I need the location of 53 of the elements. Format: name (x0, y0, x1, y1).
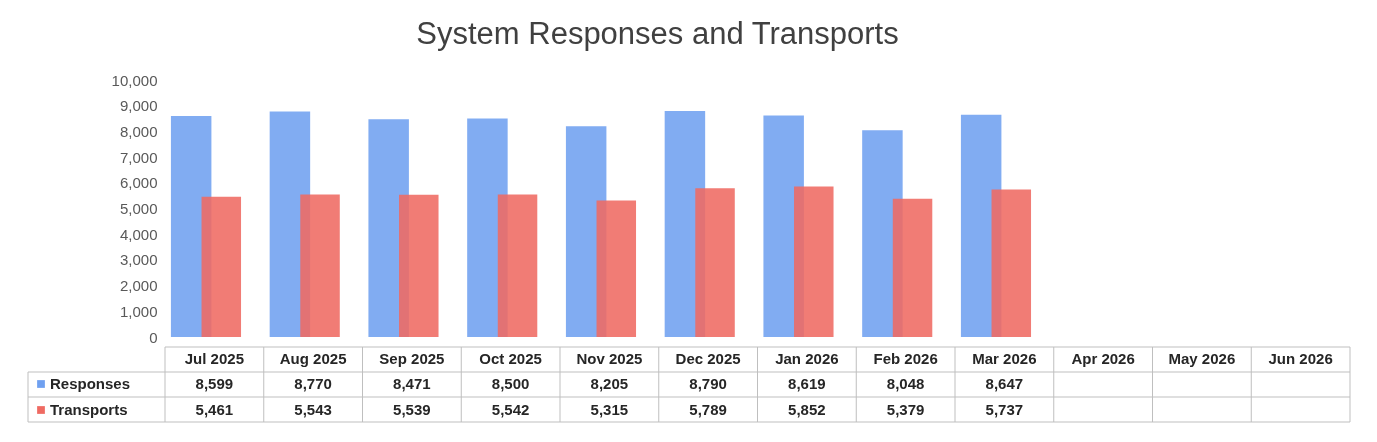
legend-label: Responses (50, 375, 131, 392)
bar (794, 186, 834, 337)
data-label: 8,790 (689, 375, 727, 392)
x-tick-label: Jan 2026 (775, 350, 839, 367)
data-label: 5,461 (195, 401, 234, 418)
data-label: 8,205 (590, 375, 629, 392)
data-label: 5,539 (393, 401, 431, 418)
data-label: 5,543 (294, 401, 332, 418)
x-tick-label: Oct 2025 (479, 350, 542, 367)
y-tick-label: 5,000 (119, 200, 158, 217)
y-tick-label: 2,000 (119, 277, 158, 295)
bar (201, 196, 242, 337)
data-label: 8,619 (788, 375, 826, 392)
chart-title: System Responses and Transports (416, 16, 899, 51)
data-label: 8,048 (886, 375, 925, 392)
data-label: 8,471 (393, 375, 431, 392)
x-tick-label: Jul 2025 (184, 350, 244, 367)
bar (695, 188, 735, 337)
x-tick-label: Nov 2025 (576, 350, 643, 367)
bar (991, 189, 1032, 337)
data-label: 8,500 (491, 375, 530, 392)
y-tick-label: 1,000 (119, 302, 158, 320)
data-label: 8,770 (294, 375, 332, 392)
bar (892, 198, 933, 337)
y-tick-label: 9,000 (119, 97, 158, 115)
data-label: 5,542 (491, 401, 530, 418)
bar (399, 194, 439, 337)
y-tick-label: 0 (149, 328, 158, 346)
data-label: 5,737 (985, 401, 1024, 418)
y-tick-label: 10,000 (111, 71, 158, 89)
y-tick-label: 3,000 (119, 251, 158, 269)
x-tick-label: Mar 2026 (972, 350, 1037, 367)
y-tick-label: 7,000 (119, 148, 158, 166)
data-label: 8,647 (985, 375, 1024, 392)
x-tick-label: Jun 2026 (1268, 350, 1333, 367)
x-tick-label: Feb 2026 (873, 350, 938, 367)
y-tick-label: 8,000 (119, 122, 158, 140)
y-tick-label: 6,000 (119, 174, 158, 192)
data-label: 5,789 (689, 401, 727, 418)
x-tick-label: Sep 2025 (379, 350, 445, 367)
data-label: 5,379 (886, 401, 925, 418)
data-label: 8,599 (195, 375, 234, 392)
x-tick-label: Aug 2025 (279, 350, 347, 367)
y-tick-label: 4,000 (119, 225, 158, 243)
bar (300, 194, 340, 337)
bar (596, 200, 637, 337)
x-tick-label: Apr 2026 (1071, 350, 1135, 367)
data-label: 5,852 (788, 401, 826, 418)
x-tick-label: May 2026 (1168, 350, 1236, 367)
bar (497, 194, 538, 337)
x-tick-label: Dec 2025 (675, 350, 741, 367)
legend-label: Transports (50, 401, 128, 418)
data-label: 5,315 (590, 401, 629, 418)
